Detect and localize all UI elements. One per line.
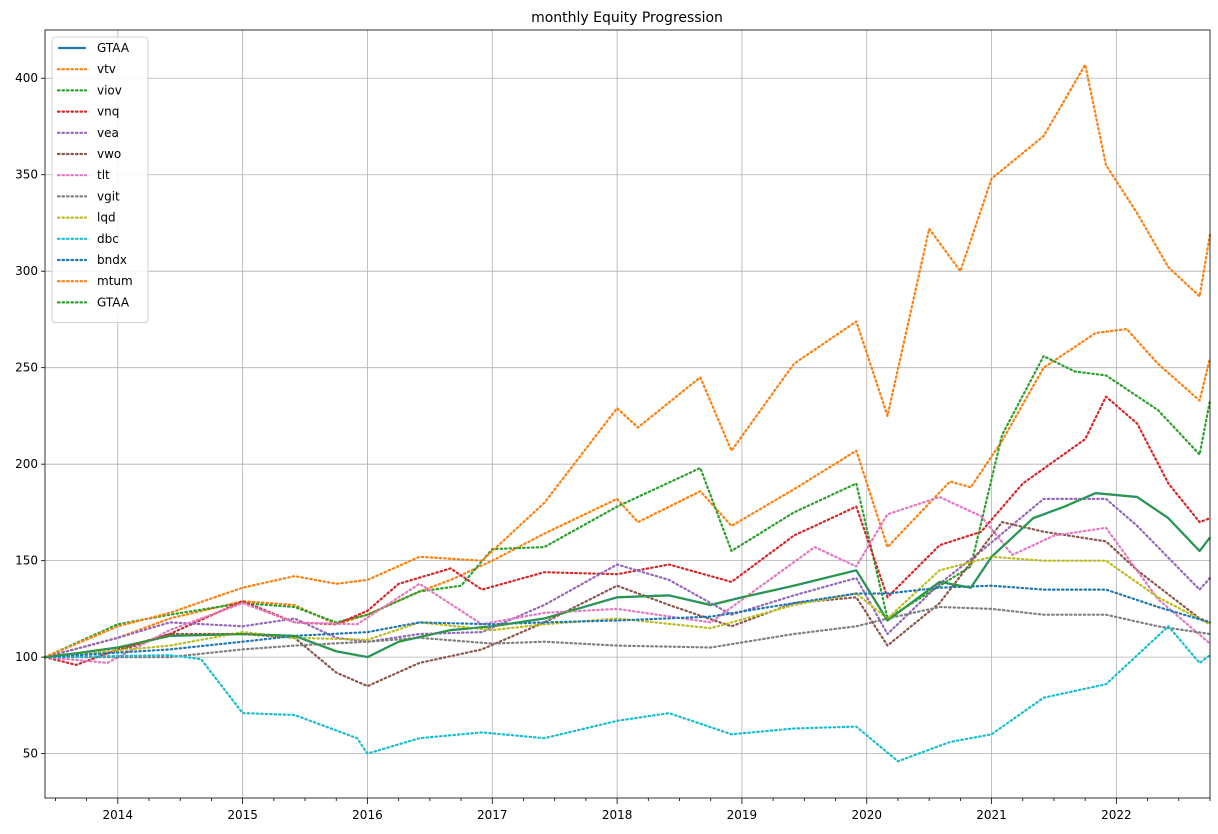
legend-label: GTAA: [97, 295, 130, 309]
legend: GTAA vtv viov vnq vea vwo tlt vgit lqd dbc bndx mtu…: [51, 36, 149, 324]
legend-label: lqd: [97, 211, 116, 225]
series-lines: [43, 63, 1212, 763]
series-line-vgit: [43, 605, 1212, 659]
legend-label: viov: [97, 83, 122, 97]
legend-label: bndx: [97, 253, 127, 267]
series-line-vtv: [43, 328, 1212, 659]
x-tick-label: 2015: [227, 808, 258, 822]
chart-title: monthly Equity Progression: [531, 10, 723, 26]
series-line-vnq: [43, 395, 1212, 667]
series-line-lqd: [43, 555, 1212, 659]
series-line-tlt: [43, 495, 1212, 665]
y-tick-label: 400: [15, 71, 38, 85]
y-tick-label: 200: [15, 457, 38, 471]
x-tick-label: 2016: [352, 808, 383, 822]
legend-label: vgit: [97, 189, 120, 203]
legend-label: tlt: [97, 168, 110, 182]
legend-label: dbc: [97, 232, 119, 246]
y-tick-label: 350: [15, 168, 38, 182]
x-tick-label: 2020: [851, 808, 882, 822]
x-tick-label: 2017: [477, 808, 508, 822]
y-tick-label: 250: [15, 361, 38, 375]
x-tick-label: 2018: [602, 808, 633, 822]
legend-label: vnq: [97, 105, 119, 119]
series-line-bndx: [43, 584, 1212, 659]
legend-label: mtum: [97, 274, 133, 288]
x-tick-label: 2021: [976, 808, 1007, 822]
series-line-vea: [43, 497, 1212, 659]
series-line-gtaa: [43, 492, 1212, 659]
x-tick-label: 2022: [1101, 808, 1132, 822]
y-tick-label: 300: [15, 264, 38, 278]
legend-label: vtv: [97, 62, 116, 76]
series-line-mtum: [43, 63, 1212, 659]
x-tick-label: 2019: [727, 808, 758, 822]
y-tick-label: 100: [15, 650, 38, 664]
legend-label: GTAA: [97, 41, 130, 55]
y-tick-label: 150: [15, 554, 38, 568]
series-line-viov: [43, 355, 1212, 659]
legend-box: [51, 36, 149, 324]
legend-label: vwo: [97, 147, 121, 161]
plot-frame: [44, 29, 1211, 799]
y-tick-label: 50: [23, 747, 38, 761]
x-tick-label: 2014: [103, 808, 134, 822]
legend-label: vea: [97, 126, 119, 140]
axes: 50 100 150 200 250 300 350 400 2014 2015 2016 2017 2…: [15, 29, 1211, 822]
